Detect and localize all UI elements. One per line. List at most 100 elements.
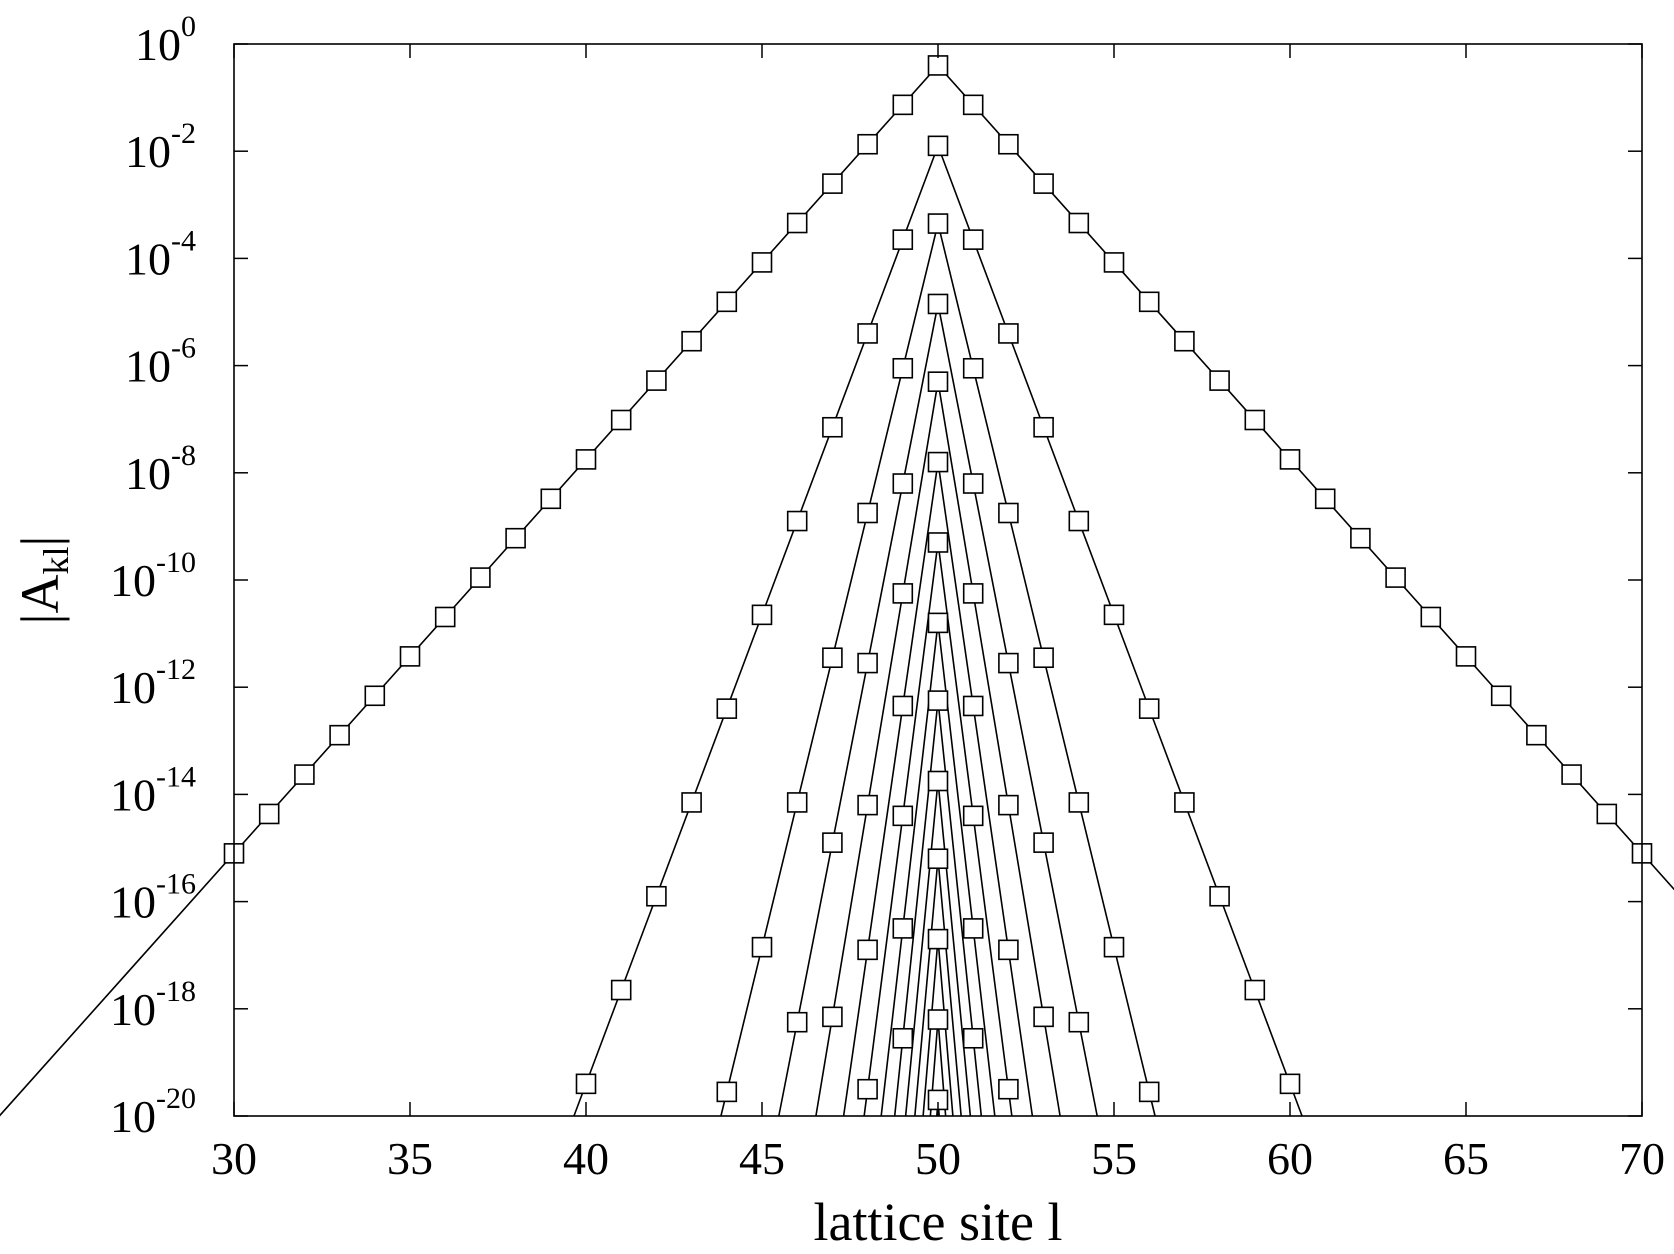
data-point — [646, 885, 667, 907]
x-tick-label: 35 — [387, 1133, 433, 1184]
series-line — [720, 223, 1156, 1117]
y-axis-title-end: | — [10, 536, 70, 547]
data-point — [575, 449, 597, 470]
data-point — [927, 770, 949, 792]
y-tick-label: 10-6 — [125, 332, 196, 392]
data-point — [786, 792, 808, 813]
x-tick-label: 30 — [211, 1133, 257, 1184]
data-point — [1279, 449, 1301, 470]
data-point — [927, 690, 949, 711]
y-tick-label-exp: -6 — [171, 332, 196, 365]
y-tick-label-exp: -12 — [156, 653, 196, 686]
data-point — [751, 252, 773, 273]
data-point — [927, 55, 949, 76]
data-point — [1314, 488, 1336, 510]
data-point — [1033, 1006, 1054, 1028]
y-tick-label: 10-4 — [125, 224, 196, 284]
y-tick-label-exp: -4 — [171, 224, 196, 257]
labels-layer: 30 35 40 45 50 55 60 65 7010010-210-410-610-810-… — [110, 10, 1665, 1184]
data-point — [892, 583, 914, 604]
data-point — [822, 832, 843, 853]
data-point — [258, 803, 280, 825]
data-point — [892, 695, 914, 717]
data-point — [1526, 724, 1547, 746]
y-tick-label-base: 10 — [110, 1091, 156, 1142]
y-tick-label-exp: -18 — [156, 975, 196, 1008]
data-point — [1174, 330, 1195, 352]
data-point — [294, 764, 315, 785]
data-point — [962, 695, 984, 717]
y-tick-label-base: 10 — [135, 19, 181, 70]
x-tick-label: 45 — [739, 1133, 785, 1184]
data-point — [1033, 647, 1054, 669]
y-tick-label: 10-10 — [110, 546, 196, 606]
data-point — [892, 918, 914, 939]
data-point — [1244, 979, 1266, 1001]
data-point — [646, 370, 667, 391]
y-tick-label: 10-20 — [110, 1082, 196, 1142]
data-point — [998, 1078, 1019, 1100]
data-point — [927, 135, 949, 157]
x-axis-title: lattice site l — [814, 1192, 1063, 1252]
data-point — [329, 724, 350, 746]
y-tick-label-exp: -2 — [171, 117, 196, 150]
data-point — [822, 647, 843, 669]
data-point — [822, 173, 843, 194]
data-point — [927, 612, 949, 634]
data-point — [1420, 606, 1442, 628]
data-point — [962, 473, 984, 494]
data-point — [962, 805, 984, 827]
data-point — [927, 213, 949, 234]
data-point — [927, 293, 949, 315]
data-point — [1033, 173, 1054, 194]
data-point — [857, 1078, 878, 1100]
data-point — [962, 94, 984, 116]
data-point — [927, 451, 949, 473]
y-axis-title: |Akl| — [10, 536, 76, 625]
data-point — [892, 805, 914, 827]
plot-frame — [233, 43, 1643, 1117]
data-point — [998, 323, 1019, 344]
data-point — [1209, 885, 1230, 907]
data-point — [892, 229, 914, 250]
data-point — [857, 794, 878, 816]
data-point — [998, 502, 1019, 524]
data-point — [1174, 792, 1195, 813]
data-point — [1138, 1081, 1160, 1103]
y-tick-label-base: 10 — [125, 126, 171, 177]
data-point — [998, 652, 1019, 674]
data-point — [962, 357, 984, 379]
data-point — [1068, 510, 1090, 532]
data-point — [1103, 936, 1125, 958]
data-point — [716, 1081, 738, 1103]
y-tick-label: 10-16 — [110, 868, 196, 928]
data-point — [1138, 291, 1160, 313]
data-point — [1490, 685, 1512, 707]
data-point — [927, 1009, 949, 1030]
y-tick-label-exp: -20 — [156, 1082, 196, 1115]
data-point — [1103, 604, 1125, 626]
x-tick-label: 55 — [1091, 1133, 1137, 1184]
data-point — [822, 1006, 843, 1028]
data-point — [540, 488, 562, 510]
data-point — [927, 848, 949, 870]
data-point — [610, 979, 632, 1001]
y-tick-label-base: 10 — [125, 448, 171, 499]
data-point — [962, 1027, 984, 1049]
data-point — [505, 527, 526, 549]
data-point — [1455, 646, 1477, 667]
data-point — [1033, 416, 1054, 438]
data-point — [751, 936, 773, 958]
y-tick-label: 10-14 — [110, 760, 196, 820]
data-point — [962, 229, 984, 250]
y-tick-label-exp: -16 — [156, 868, 196, 901]
y-axis-title-sub: kl — [36, 546, 76, 574]
data-point — [822, 416, 843, 438]
data-point — [751, 604, 773, 626]
data-point — [1209, 370, 1230, 391]
data-point — [1068, 1011, 1090, 1033]
x-tick-label: 60 — [1267, 1133, 1313, 1184]
data-point — [681, 792, 702, 813]
y-tick-label: 10-2 — [125, 117, 196, 177]
